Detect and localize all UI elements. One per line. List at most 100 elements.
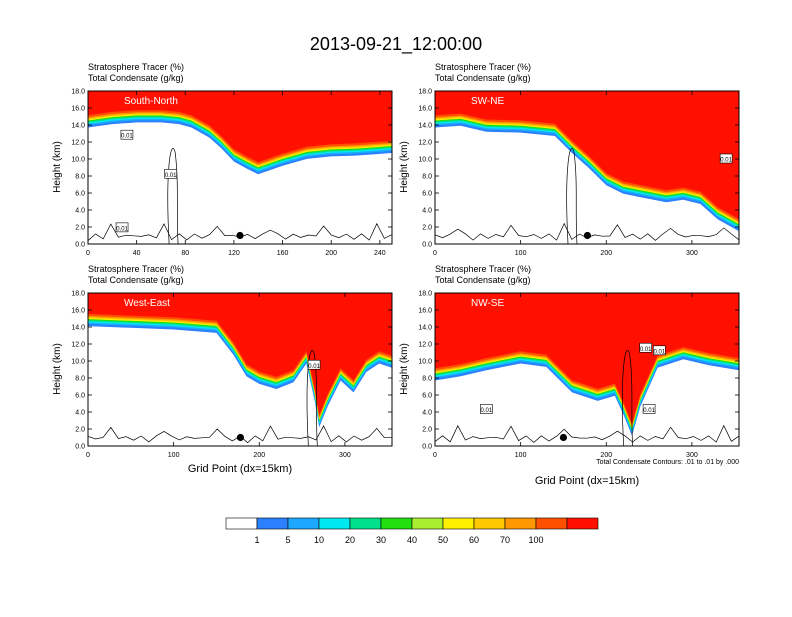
colorbar: 1 5 10 20 30 40 50 60 70 100 [225,517,599,545]
tracer-field: 0.01 0.01 0.01 South-North [88,91,392,244]
y-tick-label: 4.0 [75,410,85,417]
contour-label-box [115,222,129,233]
panel-sw-ne: Stratosphere Tracer (%) Total Condensate… [399,62,740,257]
panel-title-line-1: Stratosphere Tracer (%) [435,264,531,274]
tracer-band-9 [435,293,739,424]
panel-south-north: Stratosphere Tracer (%) Total Condensate… [52,62,393,257]
panel-title-line-1: Stratosphere Tracer (%) [88,62,184,72]
condensate-contour [88,425,392,444]
y-tick-label: 12.0 [71,342,85,349]
location-marker [559,433,568,442]
panel-title-line-2: Total Condensate (g/kg) [435,73,531,83]
y-tick-label: 0.0 [422,444,432,451]
x-tick-label: 80 [181,250,189,257]
condensate-contour [622,350,634,446]
y-tick-label: 8.0 [422,376,432,383]
section-label: South-North [124,96,178,107]
tracer-field: 0.01 West-East [88,293,392,446]
y-tick-label: 2.0 [75,427,85,434]
y-axis-label: Height (km) [52,343,63,395]
x-tick-label: 0 [86,250,90,257]
y-tick-label: 2.0 [422,427,432,434]
section-label: NW-SE [471,298,504,309]
panel-title-line-2: Total Condensate (g/kg) [88,275,184,285]
y-tick-label: 18.0 [71,89,85,96]
contour-label: 0.01 [481,408,493,414]
contour-label: 0.01 [654,349,666,355]
tracer-field: 0.01 SW-NE [435,91,739,244]
colorbar-label: 30 [376,535,386,545]
colorbar-label: 60 [469,535,479,545]
y-tick-label: 18.0 [418,89,432,96]
contour-label: 0.01 [640,347,652,353]
x-tick-label: 300 [339,452,351,459]
colorbar-label: 70 [500,535,510,545]
contour-label-box [653,345,666,356]
colorbar-swatch [349,517,382,530]
colorbar-label: 100 [528,535,543,545]
contour-label-box [639,342,652,353]
y-tick-label: 8.0 [75,174,85,181]
y-tick-label: 0.0 [422,242,432,249]
y-tick-label: 14.0 [418,325,432,332]
y-tick-label: 4.0 [75,208,85,215]
y-tick-label: 12.0 [71,140,85,147]
y-tick-label: 16.0 [418,308,432,315]
y-tick-label: 2.0 [422,225,432,232]
y-tick-label: 6.0 [75,191,85,198]
x-tick-label: 300 [686,250,698,257]
x-axis-label: Grid Point (dx=15km) [188,463,292,475]
x-tick-label: 100 [515,250,527,257]
colorbar-swatch [225,517,258,530]
contour-footnote: Total Condensate Contours: .01 to .01 by… [596,459,739,466]
y-tick-label: 0.0 [75,242,85,249]
y-tick-label: 14.0 [418,123,432,130]
contour-label: 0.01 [720,158,732,164]
x-tick-label: 0 [433,250,437,257]
location-marker [236,433,245,442]
condensate-contour [566,148,578,244]
x-axis-label: Grid Point (dx=15km) [535,475,639,487]
condensate-contour [88,222,392,242]
colorbar-swatch [566,517,599,530]
colorbar-swatch [411,517,444,530]
y-tick-label: 12.0 [418,140,432,147]
plot-frame [87,90,393,245]
contour-label-box [164,169,177,179]
tracer-band-9 [435,91,739,219]
panel-title-line-1: Stratosphere Tracer (%) [88,264,184,274]
colorbar-swatch [504,517,537,530]
y-tick-label: 8.0 [75,376,85,383]
condensate-contour [306,350,318,446]
contour-label-box [480,404,493,414]
contour-label-box [120,129,134,140]
colorbar-swatch [473,517,506,530]
condensate-contour [435,222,739,241]
main-title: 2013-09-21_12:00:00 [310,34,482,55]
location-marker [583,231,592,240]
y-tick-label: 6.0 [422,191,432,198]
panel-title-line-1: Stratosphere Tracer (%) [435,62,531,72]
panel-title-line-2: Total Condensate (g/kg) [435,275,531,285]
contour-label-box [719,153,733,164]
x-tick-label: 0 [86,452,90,459]
y-tick-label: 10.0 [71,157,85,164]
panel-nw-se: Stratosphere Tracer (%) Total Condensate… [399,264,740,487]
section-label: West-East [124,298,170,309]
y-tick-label: 0.0 [75,444,85,451]
colorbar-label: 20 [345,535,355,545]
contour-label: 0.01 [308,364,320,370]
y-tick-label: 10.0 [418,157,432,164]
y-tick-label: 4.0 [422,410,432,417]
colorbar-swatch [442,517,475,530]
y-tick-label: 16.0 [71,308,85,315]
x-tick-label: 300 [686,452,698,459]
plot-frame [434,292,740,447]
contour-label: 0.01 [121,134,133,140]
y-axis-label: Height (km) [399,141,410,193]
tracer-band-9 [88,91,392,163]
colorbar-swatch [380,517,413,530]
contour-label: 0.01 [165,173,177,179]
